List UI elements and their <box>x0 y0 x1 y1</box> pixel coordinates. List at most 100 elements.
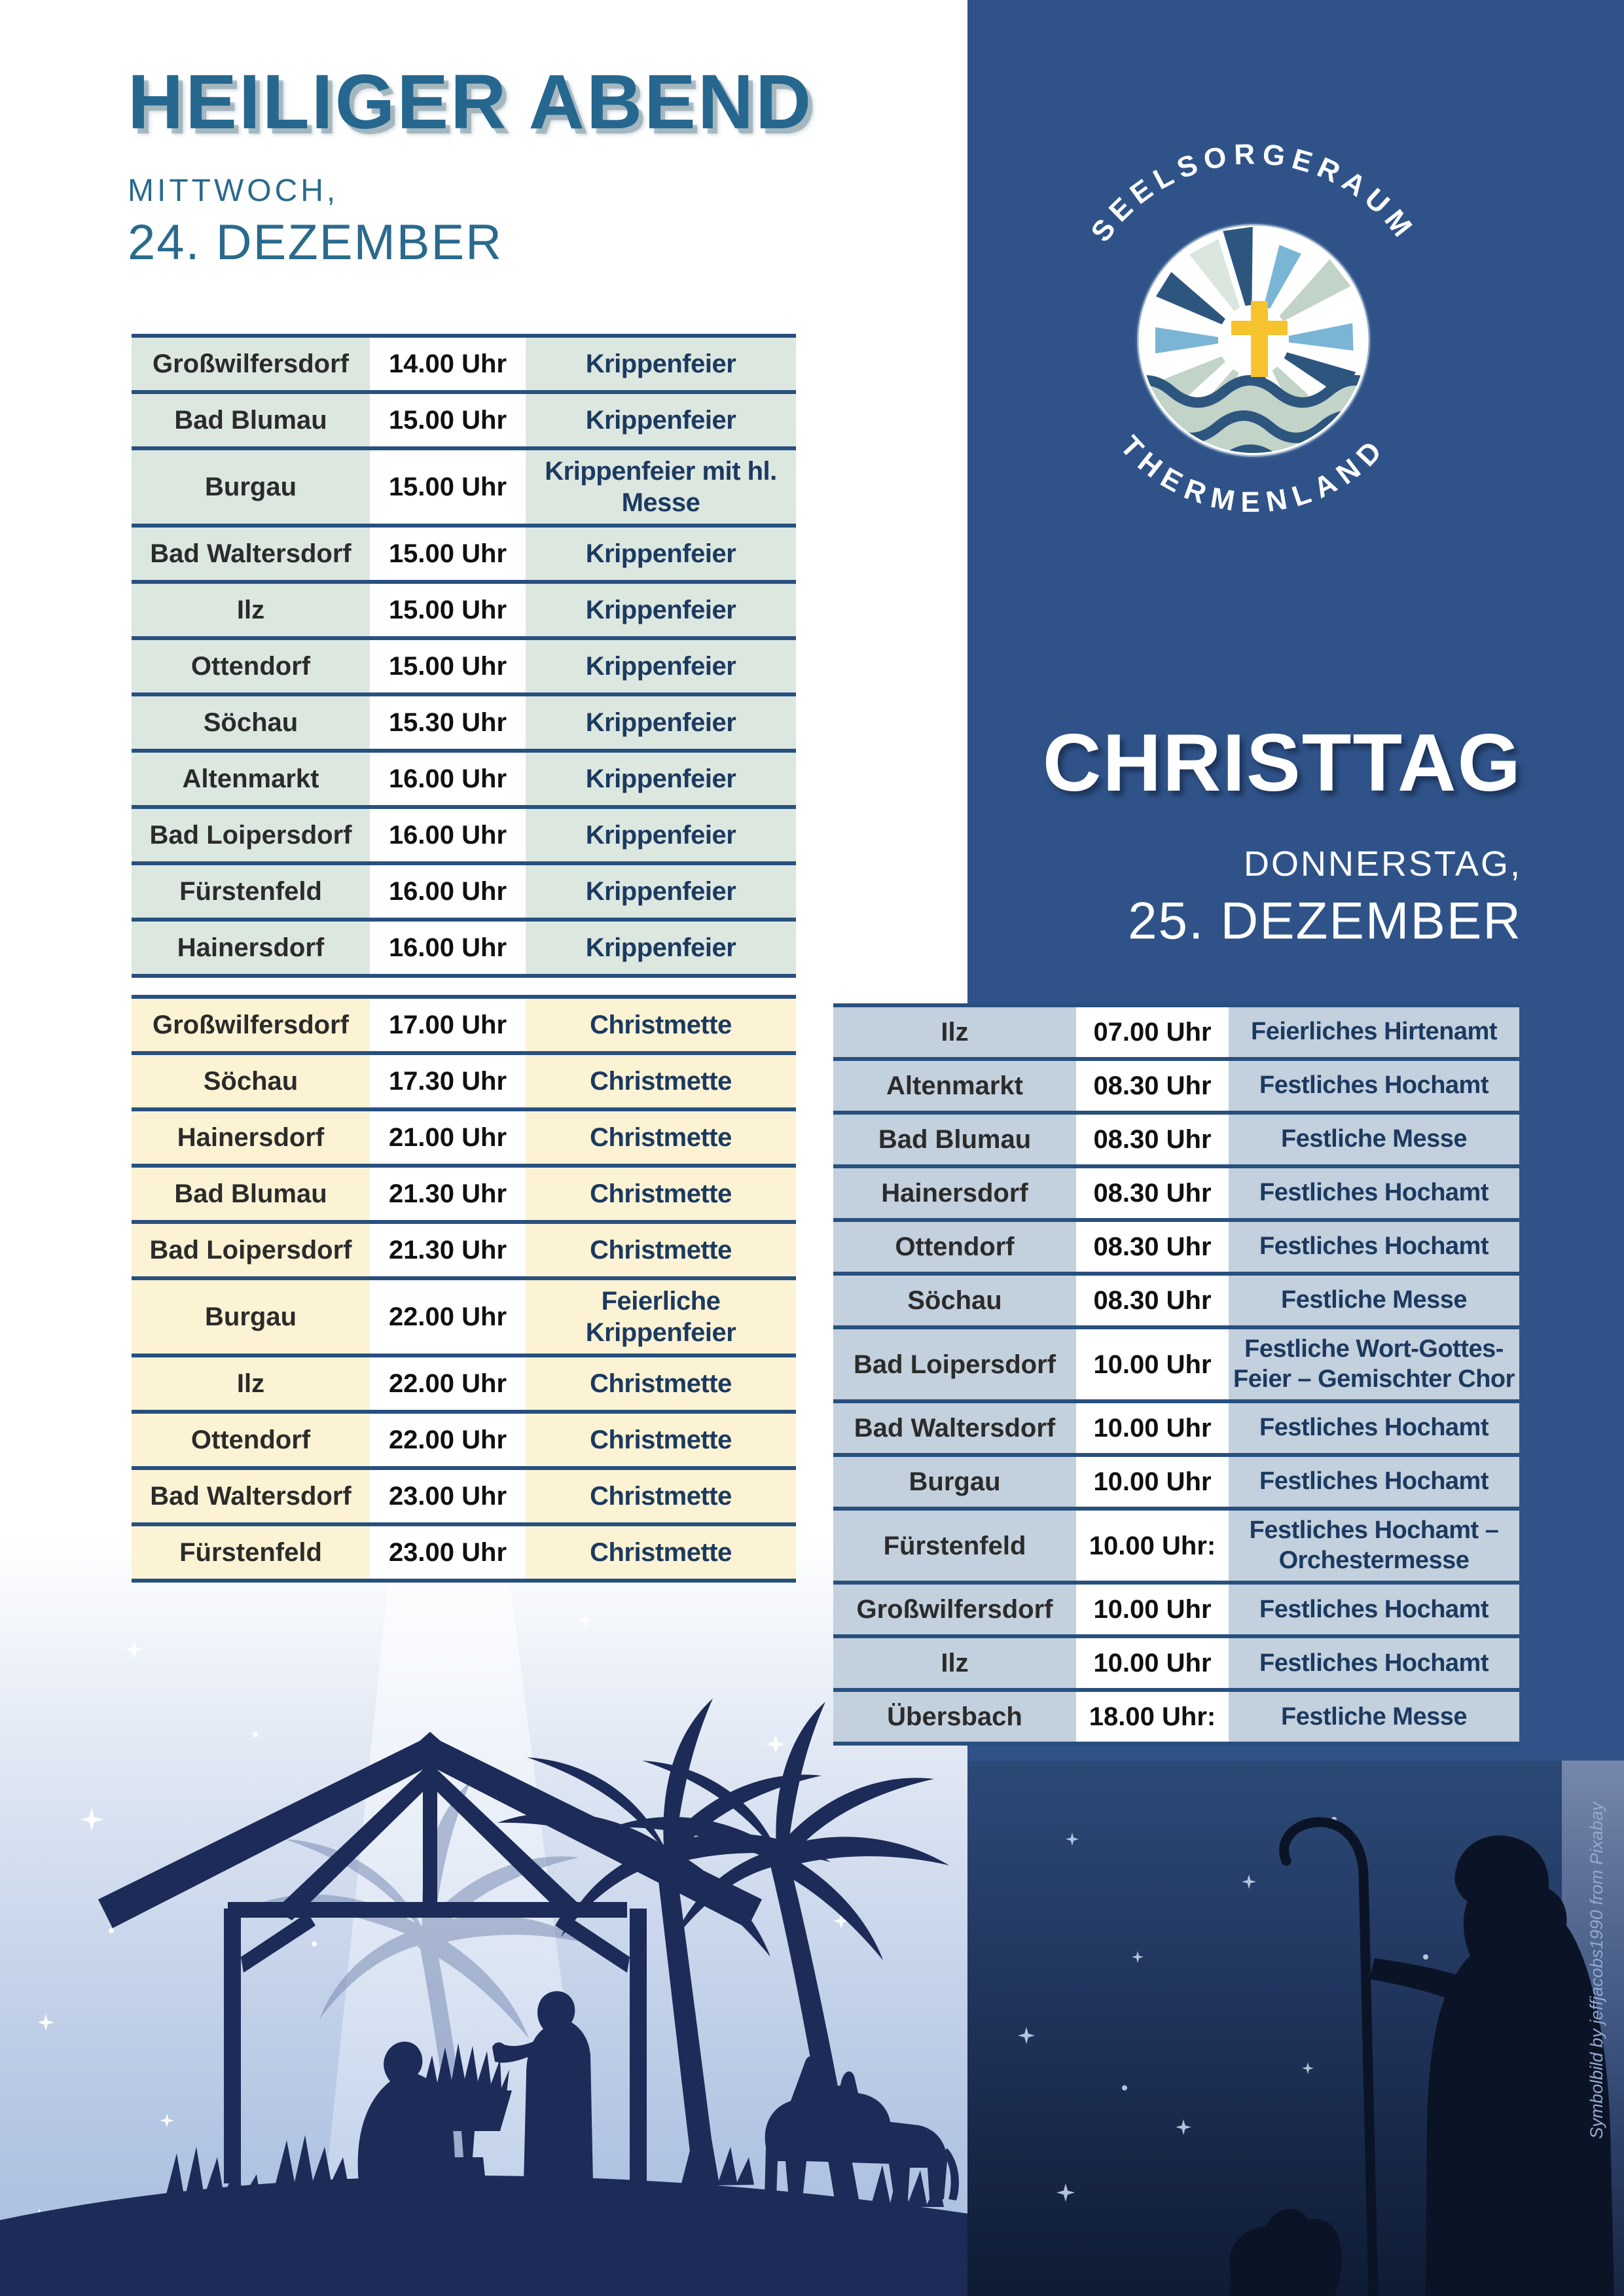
table-row: Bad Blumau 08.30 Uhr Festliche Messe <box>833 1115 1519 1168</box>
location-cell: Bad Loipersdorf <box>833 1329 1076 1400</box>
time-cell: 10.00 Uhr: <box>1076 1511 1229 1581</box>
service-cell: Krippenfeier <box>526 528 796 580</box>
table-row: Ilz 22.00 Uhr Christmette <box>132 1357 796 1414</box>
location-cell: Bad Waltersdorf <box>833 1403 1076 1454</box>
schedule-dec24: Großwilfersdorf 14.00 Uhr Krippenfeier B… <box>132 334 796 1583</box>
time-cell: 17.30 Uhr <box>370 1055 526 1107</box>
shepherd-figure <box>1426 1835 1614 2296</box>
service-cell: Festliche Messe <box>1229 1276 1519 1325</box>
table-row: Altenmarkt 16.00 Uhr Krippenfeier <box>132 753 796 809</box>
location-cell: Großwilfersdorf <box>132 338 370 390</box>
time-cell: 08.30 Uhr <box>1076 1115 1229 1164</box>
service-cell: Krippenfeier mit hl. Messe <box>526 450 796 524</box>
location-cell: Hainersdorf <box>833 1168 1076 1218</box>
shepherd-staff <box>1279 1817 1379 2296</box>
time-cell: 08.30 Uhr <box>1076 1168 1229 1218</box>
service-cell: Festliches Hochamt <box>1229 1403 1519 1454</box>
schedule-dec25: Ilz 07.00 Uhr Feierliches Hirtenamt Alte… <box>833 1003 1519 1746</box>
table-row: Burgau 15.00 Uhr Krippenfeier mit hl. Me… <box>132 450 796 528</box>
time-cell: 22.00 Uhr <box>370 1357 526 1410</box>
palm-tree-front <box>655 1842 719 2196</box>
time-cell: 15.00 Uhr <box>370 640 526 692</box>
time-cell: 15.00 Uhr <box>370 394 526 446</box>
time-cell: 14.00 Uhr <box>370 338 526 390</box>
table-row: Großwilfersdorf 10.00 Uhr Festliches Hoc… <box>833 1585 1519 1639</box>
christtag-header: CHRISTTAG DONNERSTAG, 25. DEZEMBER <box>967 717 1624 951</box>
location-cell: Burgau <box>132 1280 370 1354</box>
service-cell: Festliches Hochamt – Orchestermesse <box>1229 1511 1519 1581</box>
time-cell: 08.30 Uhr <box>1076 1222 1229 1272</box>
location-cell: Hainersdorf <box>132 1111 370 1164</box>
palm-crown-back <box>612 1702 949 1960</box>
location-cell: Bad Waltersdorf <box>132 1470 370 1522</box>
location-cell: Bad Blumau <box>132 394 370 446</box>
service-cell: Festliches Hochamt <box>1229 1222 1519 1272</box>
location-cell: Söchau <box>132 696 370 749</box>
location-cell: Söchau <box>132 1055 370 1107</box>
heiliger-abend-header: HEILIGER ABEND MITTWOCH, 24. DEZEMBER <box>128 58 813 271</box>
service-cell: Krippenfeier <box>526 696 796 749</box>
schedule-table-dec25: Ilz 07.00 Uhr Feierliches Hirtenamt Alte… <box>833 1003 1519 1746</box>
table-row: Ilz 15.00 Uhr Krippenfeier <box>132 584 796 640</box>
table-row: Söchau 15.30 Uhr Krippenfeier <box>132 696 796 753</box>
service-cell: Krippenfeier <box>526 922 796 974</box>
time-cell: 10.00 Uhr <box>1076 1329 1229 1400</box>
service-cell: Christmette <box>526 999 796 1051</box>
service-cell: Krippenfeier <box>526 394 796 446</box>
time-cell: 10.00 Uhr <box>1076 1403 1229 1454</box>
page-title-dec25: CHRISTTAG <box>1042 718 1522 808</box>
table-row: Hainersdorf 21.00 Uhr Christmette <box>132 1111 796 1168</box>
time-cell: 10.00 Uhr <box>1076 1457 1229 1507</box>
location-cell: Fürstenfeld <box>132 865 370 918</box>
time-cell: 21.30 Uhr <box>370 1224 526 1276</box>
shepherd-silhouette <box>1229 1817 1614 2296</box>
table-row: Bad Blumau 21.30 Uhr Christmette <box>132 1168 796 1224</box>
table-row: Bad Waltersdorf 15.00 Uhr Krippenfeier <box>132 528 796 584</box>
service-cell: Festliche Messe <box>1229 1692 1519 1742</box>
nativity-silhouettes <box>0 1698 967 2296</box>
time-cell: 21.30 Uhr <box>370 1168 526 1220</box>
time-cell: 22.00 Uhr <box>370 1280 526 1354</box>
table-row: Ottendorf 22.00 Uhr Christmette <box>132 1414 796 1470</box>
time-cell: 23.00 Uhr <box>370 1526 526 1579</box>
service-cell: Krippenfeier <box>526 753 796 805</box>
time-cell: 18.00 Uhr: <box>1076 1692 1229 1742</box>
seelsorgeraum-thermenland-logo: SEELSORGERAUM THERMENLAND <box>1085 138 1415 518</box>
time-cell: 08.30 Uhr <box>1076 1276 1229 1325</box>
time-cell: 16.00 Uhr <box>370 865 526 918</box>
service-cell: Christmette <box>526 1111 796 1164</box>
table-row: Söchau 08.30 Uhr Festliche Messe <box>833 1276 1519 1329</box>
table-row: Bad Loipersdorf 21.30 Uhr Christmette <box>132 1224 796 1280</box>
location-cell: Burgau <box>132 450 370 524</box>
page-title-dec24: HEILIGER ABEND <box>128 59 814 145</box>
time-cell: 16.00 Uhr <box>370 922 526 974</box>
location-cell: Ilz <box>833 1638 1076 1689</box>
service-cell: Feierliches Hirtenamt <box>1229 1007 1519 1057</box>
nativity-scene-image <box>0 1538 967 2296</box>
table-row: Ottendorf 08.30 Uhr Festliches Hochamt <box>833 1222 1519 1276</box>
time-cell: 15.30 Uhr <box>370 696 526 749</box>
table-row: Großwilfersdorf 17.00 Uhr Christmette <box>132 999 796 1055</box>
grass-tuft <box>164 2147 261 2204</box>
location-cell: Fürstenfeld <box>833 1511 1076 1581</box>
service-cell: Christmette <box>526 1526 796 1579</box>
time-cell: 17.00 Uhr <box>370 999 526 1051</box>
location-cell: Bad Loipersdorf <box>132 809 370 861</box>
location-cell: Ottendorf <box>132 1414 370 1466</box>
table-row: Bad Waltersdorf 10.00 Uhr Festliches Hoc… <box>833 1403 1519 1458</box>
time-cell: 16.00 Uhr <box>370 809 526 861</box>
service-cell: Krippenfeier <box>526 640 796 692</box>
location-cell: Bad Waltersdorf <box>132 528 370 580</box>
service-cell: Christmette <box>526 1357 796 1410</box>
table-row: Burgau 22.00 Uhr Feierliche Krippenfeier <box>132 1280 796 1357</box>
table-row: Fürstenfeld 23.00 Uhr Christmette <box>132 1526 796 1583</box>
grass-tuft <box>871 2160 944 2207</box>
service-cell: Festliches Hochamt <box>1229 1168 1519 1218</box>
joseph-figure <box>524 1991 593 2183</box>
location-cell: Übersbach <box>833 1692 1076 1742</box>
service-cell: Festliches Hochamt <box>1229 1638 1519 1689</box>
table-row: Bad Loipersdorf 16.00 Uhr Krippenfeier <box>132 809 796 865</box>
shepherd-night-scene-image <box>967 1761 1624 2296</box>
service-cell: Festliches Hochamt <box>1229 1061 1519 1111</box>
